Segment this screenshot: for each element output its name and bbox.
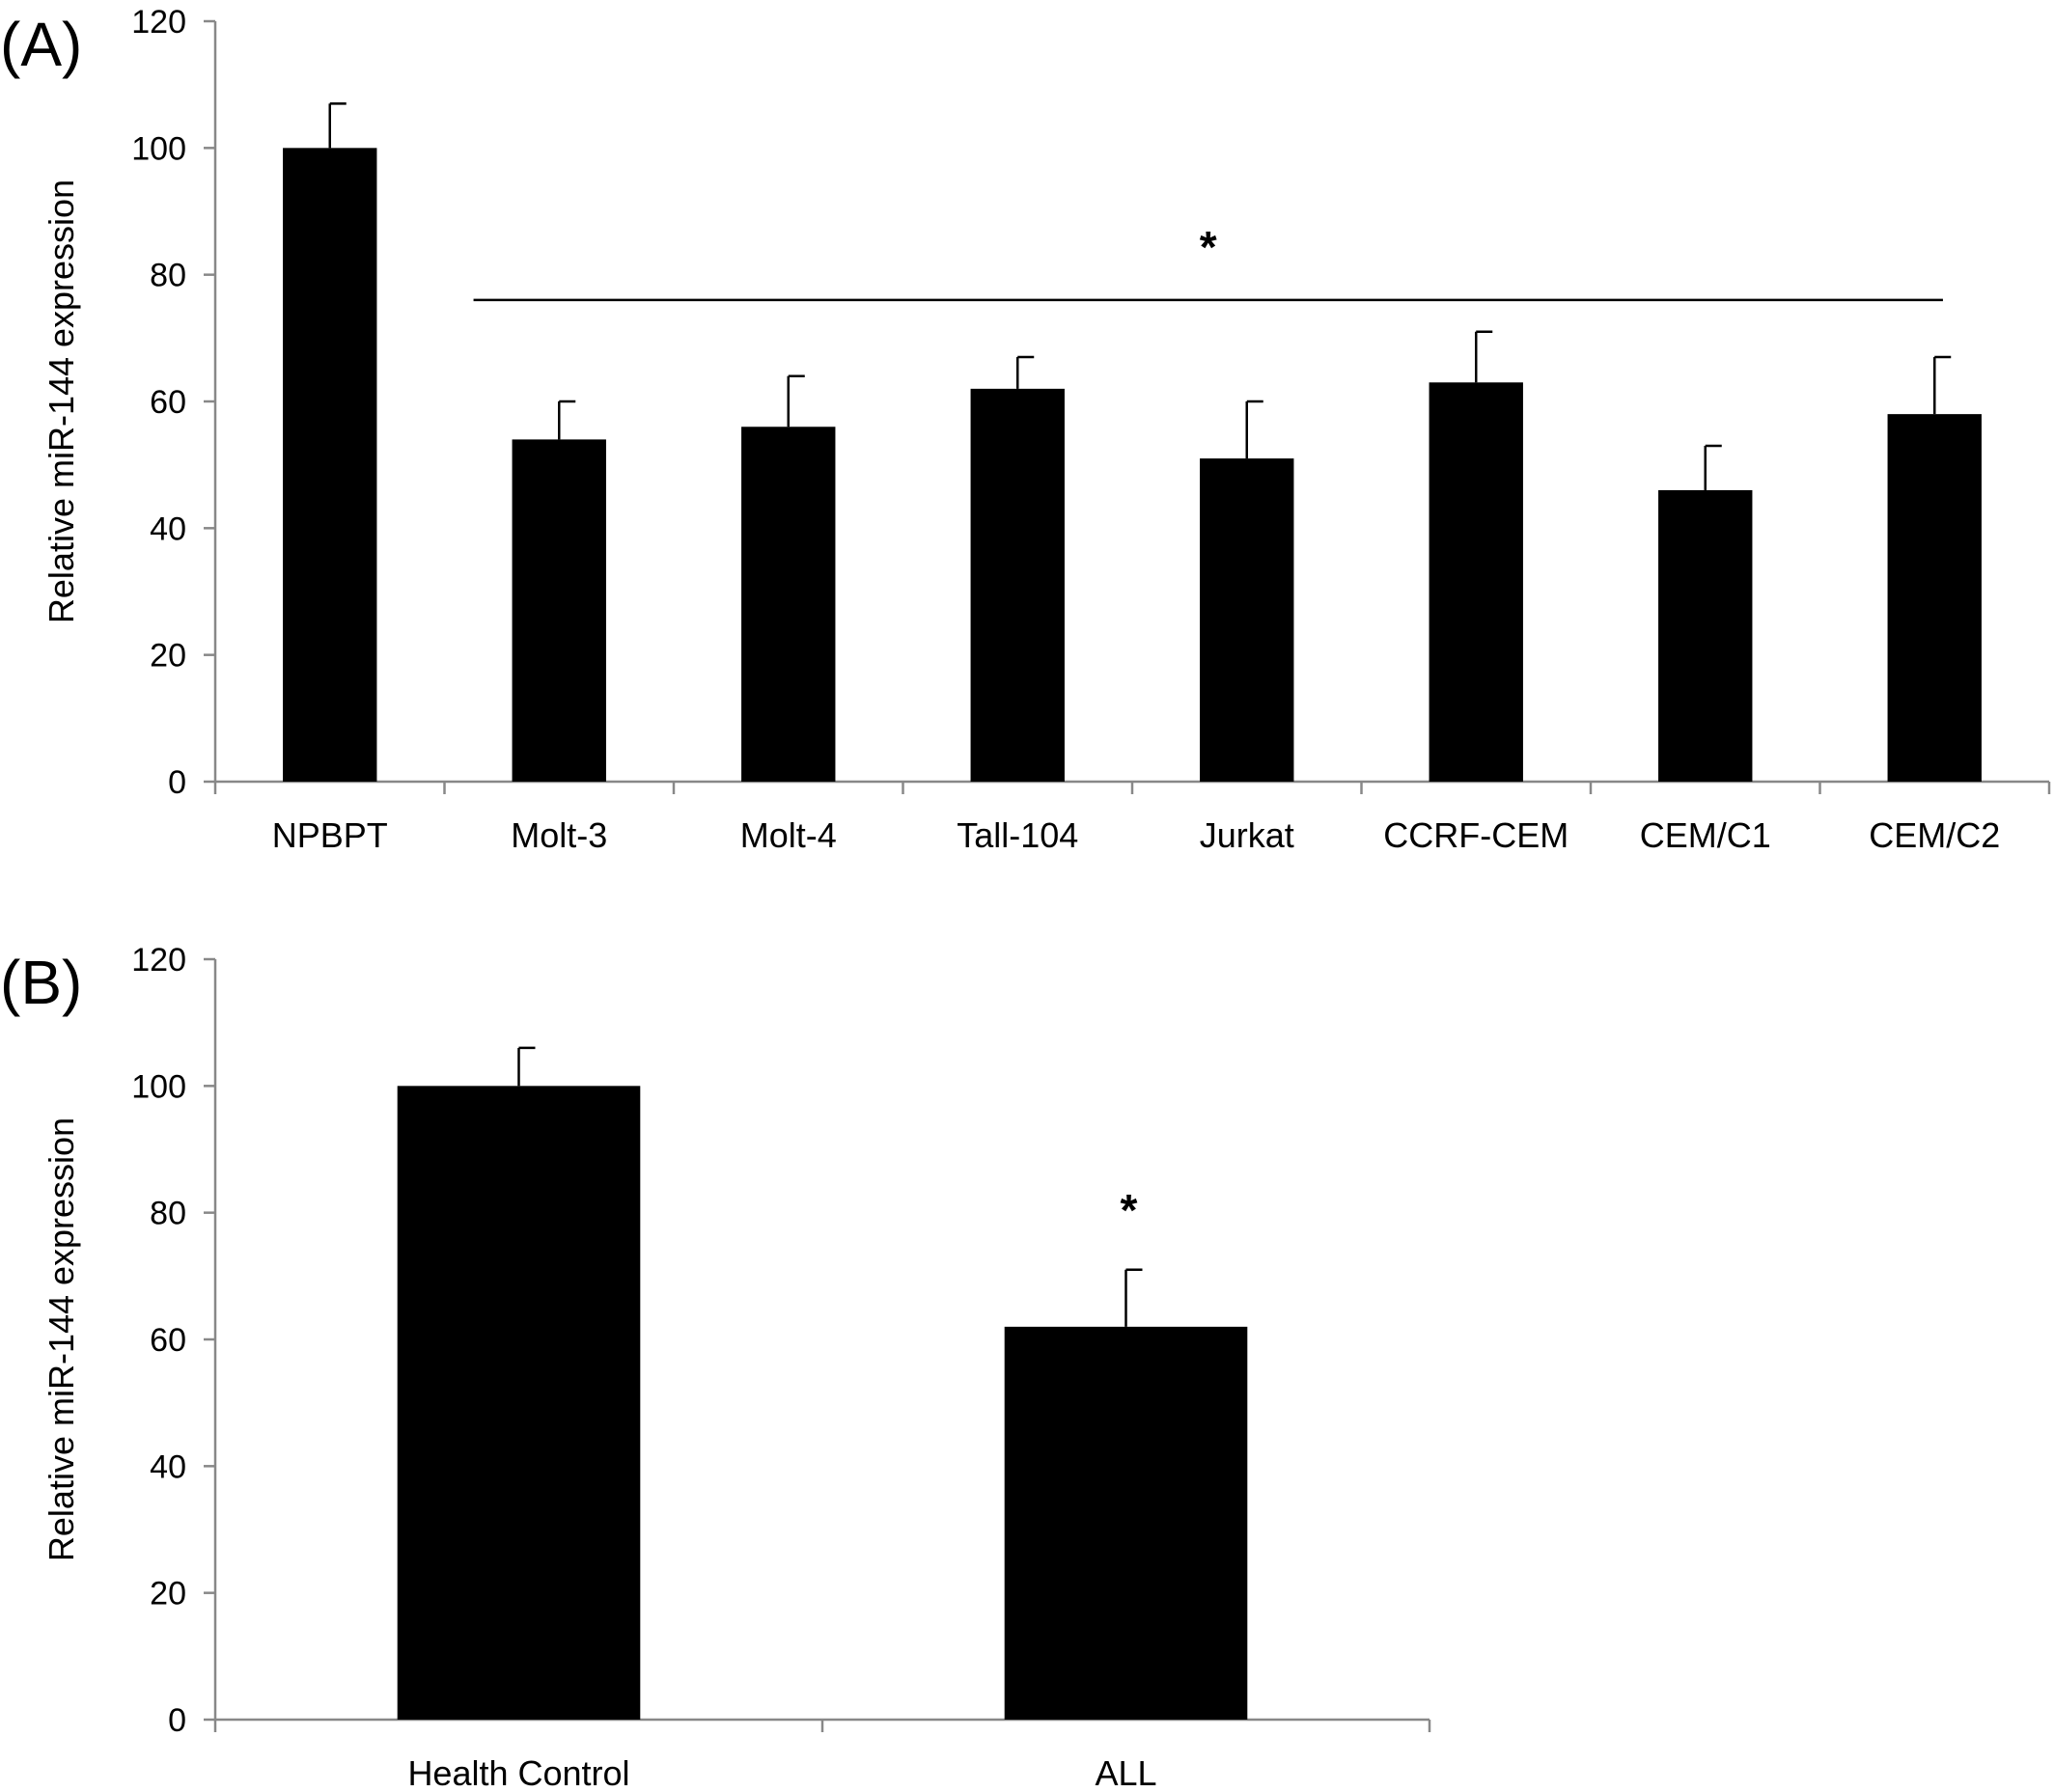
y-tick-label: 100 [131,1068,186,1105]
bar [741,427,836,782]
y-tick-label: 0 [168,764,186,801]
x-category-label: Tall-104 [957,815,1078,855]
y-tick-label: 40 [150,1448,186,1485]
y-axis-title: Relative miR-144 expression [42,1117,81,1561]
x-category-label: CEM/C1 [1640,815,1771,855]
y-tick-label: 20 [150,638,186,675]
bar [512,439,606,782]
y-tick-label: 20 [150,1576,186,1613]
panel-label: (A) [0,10,82,79]
bar [1429,382,1523,782]
x-category-label: Molt-4 [740,815,837,855]
y-tick-label: 100 [131,130,186,167]
y-tick-label: 0 [168,1702,186,1739]
y-tick-label: 80 [150,258,186,294]
x-category-label: CEM/C2 [1869,815,2000,855]
y-tick-label: 120 [131,942,186,979]
significance-marker: * [1121,1185,1138,1235]
x-category-label: NPBPT [272,815,388,855]
panel-a-chart: (A) 0 20 40 60 80 100 120 Relative miR-144 expre… [0,4,2051,855]
panel-label: (B) [0,948,82,1017]
y-tick-label: 80 [150,1196,186,1232]
bar [1887,414,1982,782]
panel-b-chart: (B) 0 20 40 60 80 100 120 Relative miR-144 expre… [0,942,1431,1792]
x-category-label: Molt-3 [511,815,607,855]
bar [1200,458,1294,782]
y-tick-label: 40 [150,510,186,547]
x-category-label: Health Control [407,1753,629,1792]
bar [1004,1326,1248,1720]
bar [397,1086,641,1720]
y-axis-title: Relative miR-144 expression [42,179,81,623]
x-category-label: ALL [1095,1753,1156,1792]
y-tick-label: 60 [150,1322,186,1359]
x-category-label: CCRF-CEM [1383,815,1568,855]
significance-marker: * [1200,222,1217,272]
x-category-label: Jurkat [1200,815,1294,855]
bar [1658,489,1753,782]
y-tick-label: 120 [131,4,186,41]
bar [283,148,377,783]
bar [970,388,1065,782]
y-tick-label: 60 [150,384,186,421]
